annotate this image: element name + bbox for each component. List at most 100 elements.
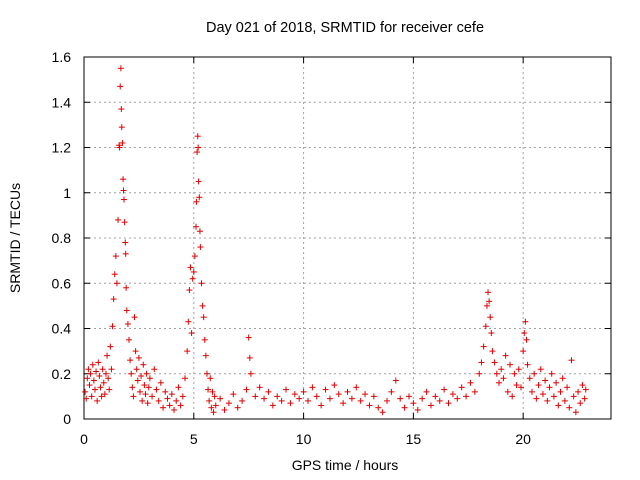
data-point (194, 133, 201, 140)
data-point (102, 370, 109, 377)
data-point (89, 361, 96, 368)
data-point (217, 395, 224, 402)
data-point (153, 386, 160, 393)
data-point (454, 395, 461, 402)
data-point (108, 366, 115, 373)
data-point (139, 397, 146, 404)
data-point (287, 400, 294, 407)
data-point (230, 391, 237, 398)
data-point (491, 359, 498, 366)
data-point (104, 352, 111, 359)
data-point (482, 323, 489, 330)
y-tick-label: 0 (63, 411, 71, 427)
data-point (436, 397, 443, 404)
data-point (353, 384, 360, 391)
data-point (513, 382, 520, 389)
data-point (366, 402, 373, 409)
data-point (575, 388, 582, 395)
data-point (269, 402, 276, 409)
x-tick-label: 0 (80, 431, 88, 447)
data-point (256, 384, 263, 391)
data-point (488, 330, 495, 337)
data-point (182, 375, 189, 382)
data-point (129, 384, 136, 391)
data-point (467, 379, 474, 386)
data-point (577, 400, 584, 407)
data-point (234, 404, 241, 411)
data-point (546, 384, 553, 391)
data-point (143, 370, 150, 377)
data-point (225, 400, 232, 407)
data-point (550, 393, 557, 400)
data-point (116, 144, 123, 151)
data-point (515, 366, 522, 373)
data-point (91, 386, 98, 393)
data-point (160, 404, 167, 411)
data-point (112, 253, 119, 260)
data-point (509, 393, 516, 400)
data-point (134, 377, 141, 384)
data-point (331, 382, 338, 389)
data-point (90, 377, 97, 384)
data-point (123, 284, 130, 291)
data-point (265, 388, 272, 395)
data-point (166, 402, 173, 409)
data-point (195, 178, 202, 185)
data-point (557, 388, 564, 395)
y-tick-label: 0.8 (52, 230, 72, 246)
data-point (126, 336, 133, 343)
data-point (146, 375, 153, 382)
data-point (120, 196, 127, 203)
data-point (211, 393, 218, 400)
data-point (388, 388, 395, 395)
data-point (118, 106, 125, 113)
data-point (445, 400, 452, 407)
data-point (261, 395, 268, 402)
data-point (498, 366, 505, 373)
y-tick-label: 0.4 (52, 321, 72, 337)
data-point (300, 388, 307, 395)
data-point (486, 298, 493, 305)
data-point (555, 402, 562, 409)
chart-title: Day 021 of 2018, SRMTID for receiver cef… (206, 20, 484, 36)
data-point (196, 228, 203, 235)
data-point (542, 377, 549, 384)
data-point (128, 370, 135, 377)
data-point (135, 354, 142, 361)
data-point (113, 280, 120, 287)
data-point (185, 318, 192, 325)
data-point (384, 397, 391, 404)
data-point (175, 384, 182, 391)
data-point (149, 393, 156, 400)
data-point (117, 83, 124, 90)
data-point (487, 314, 494, 321)
data-point (141, 382, 148, 389)
data-point (157, 379, 164, 386)
data-point (318, 402, 325, 409)
data-point (173, 397, 180, 404)
data-point (118, 124, 125, 131)
data-point (528, 388, 535, 395)
data-point (506, 361, 513, 368)
data-point (427, 402, 434, 409)
data-point (405, 393, 412, 400)
data-point (95, 359, 102, 366)
data-point (559, 375, 566, 382)
data-point (476, 370, 483, 377)
data-point (414, 406, 421, 413)
data-point (85, 366, 92, 373)
data-point (120, 176, 127, 183)
data-point (101, 391, 108, 398)
data-point (98, 393, 105, 400)
data-point (190, 268, 197, 275)
data-point (370, 393, 377, 400)
data-point (537, 366, 544, 373)
y-tick-label: 1.4 (52, 94, 72, 110)
data-point (111, 271, 118, 278)
data-point (375, 404, 382, 411)
data-point (94, 397, 101, 404)
data-point (138, 373, 145, 380)
data-point (208, 404, 215, 411)
data-point (535, 382, 542, 389)
